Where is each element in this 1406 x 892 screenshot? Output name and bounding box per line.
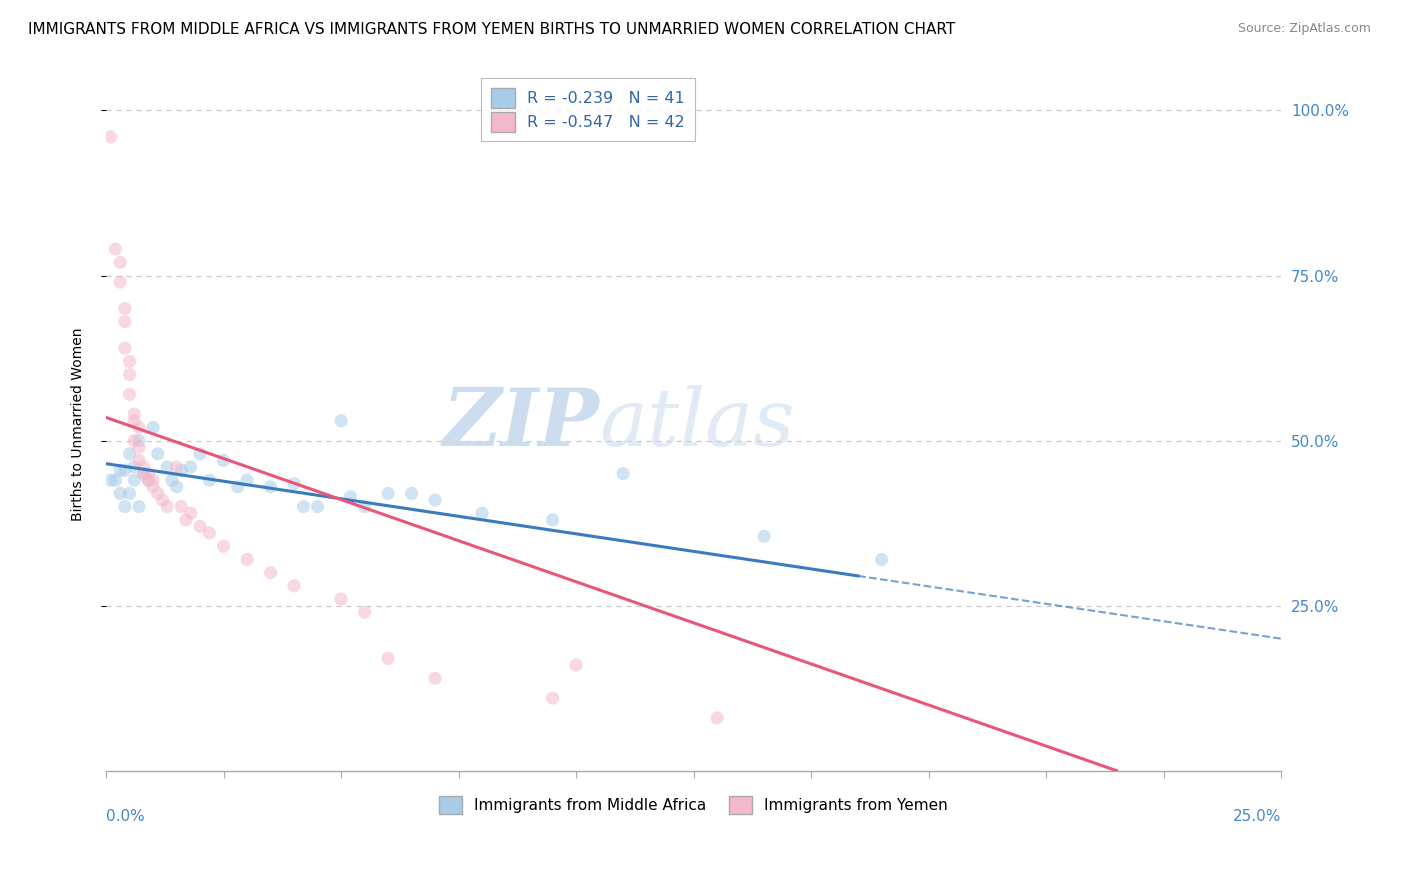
- Text: 0.0%: 0.0%: [105, 809, 145, 824]
- Point: [114, 500, 136, 514]
- Point: [870, 552, 893, 566]
- Point: [188, 519, 211, 533]
- Point: [706, 711, 728, 725]
- Point: [160, 473, 183, 487]
- Point: [752, 529, 775, 543]
- Point: [423, 671, 446, 685]
- Point: [138, 473, 160, 487]
- Point: [118, 447, 141, 461]
- Point: [138, 467, 160, 481]
- Point: [283, 476, 305, 491]
- Point: [100, 129, 122, 144]
- Text: IMMIGRANTS FROM MIDDLE AFRICA VS IMMIGRANTS FROM YEMEN BIRTHS TO UNMARRIED WOMEN: IMMIGRANTS FROM MIDDLE AFRICA VS IMMIGRA…: [28, 22, 955, 37]
- Point: [118, 354, 141, 368]
- Text: Source: ZipAtlas.com: Source: ZipAtlas.com: [1237, 22, 1371, 36]
- Point: [138, 473, 160, 487]
- Point: [152, 493, 174, 508]
- Point: [128, 434, 150, 448]
- Point: [259, 480, 281, 494]
- Point: [180, 460, 202, 475]
- Point: [108, 275, 131, 289]
- Point: [100, 473, 122, 487]
- Point: [353, 500, 375, 514]
- Point: [471, 506, 494, 520]
- Text: 25.0%: 25.0%: [1233, 809, 1281, 824]
- Point: [180, 506, 202, 520]
- Point: [212, 453, 235, 467]
- Point: [142, 480, 165, 494]
- Point: [156, 460, 179, 475]
- Point: [283, 579, 305, 593]
- Point: [146, 486, 169, 500]
- Point: [114, 315, 136, 329]
- Legend: Immigrants from Middle Africa, Immigrants from Yemen: Immigrants from Middle Africa, Immigrant…: [432, 788, 956, 822]
- Point: [124, 414, 146, 428]
- Point: [108, 463, 131, 477]
- Point: [198, 473, 221, 487]
- Point: [118, 368, 141, 382]
- Point: [128, 453, 150, 467]
- Point: [541, 691, 564, 706]
- Point: [565, 658, 588, 673]
- Point: [541, 513, 564, 527]
- Point: [330, 592, 353, 607]
- Point: [124, 407, 146, 421]
- Point: [377, 651, 399, 665]
- Point: [124, 473, 146, 487]
- Point: [128, 440, 150, 454]
- Point: [156, 500, 179, 514]
- Point: [612, 467, 634, 481]
- Point: [142, 420, 165, 434]
- Point: [118, 486, 141, 500]
- Point: [198, 526, 221, 541]
- Point: [132, 467, 155, 481]
- Point: [132, 467, 155, 481]
- Point: [128, 500, 150, 514]
- Point: [226, 480, 249, 494]
- Point: [114, 463, 136, 477]
- Point: [330, 414, 353, 428]
- Point: [307, 500, 329, 514]
- Point: [212, 539, 235, 553]
- Point: [104, 473, 127, 487]
- Text: atlas: atlas: [599, 385, 794, 463]
- Point: [353, 605, 375, 619]
- Point: [401, 486, 423, 500]
- Point: [108, 255, 131, 269]
- Point: [236, 473, 259, 487]
- Point: [124, 460, 146, 475]
- Point: [170, 500, 193, 514]
- Point: [174, 513, 197, 527]
- Point: [170, 463, 193, 477]
- Point: [124, 434, 146, 448]
- Point: [132, 460, 155, 475]
- Point: [423, 493, 446, 508]
- Point: [108, 486, 131, 500]
- Point: [236, 552, 259, 566]
- Point: [188, 447, 211, 461]
- Point: [292, 500, 315, 514]
- Point: [118, 387, 141, 401]
- Point: [377, 486, 399, 500]
- Y-axis label: Births to Unmarried Women: Births to Unmarried Women: [72, 327, 86, 521]
- Point: [146, 447, 169, 461]
- Point: [166, 480, 188, 494]
- Point: [128, 420, 150, 434]
- Point: [104, 242, 127, 256]
- Point: [259, 566, 281, 580]
- Text: ZIP: ZIP: [443, 385, 599, 463]
- Point: [339, 490, 361, 504]
- Point: [142, 473, 165, 487]
- Point: [166, 460, 188, 475]
- Point: [114, 341, 136, 355]
- Point: [114, 301, 136, 316]
